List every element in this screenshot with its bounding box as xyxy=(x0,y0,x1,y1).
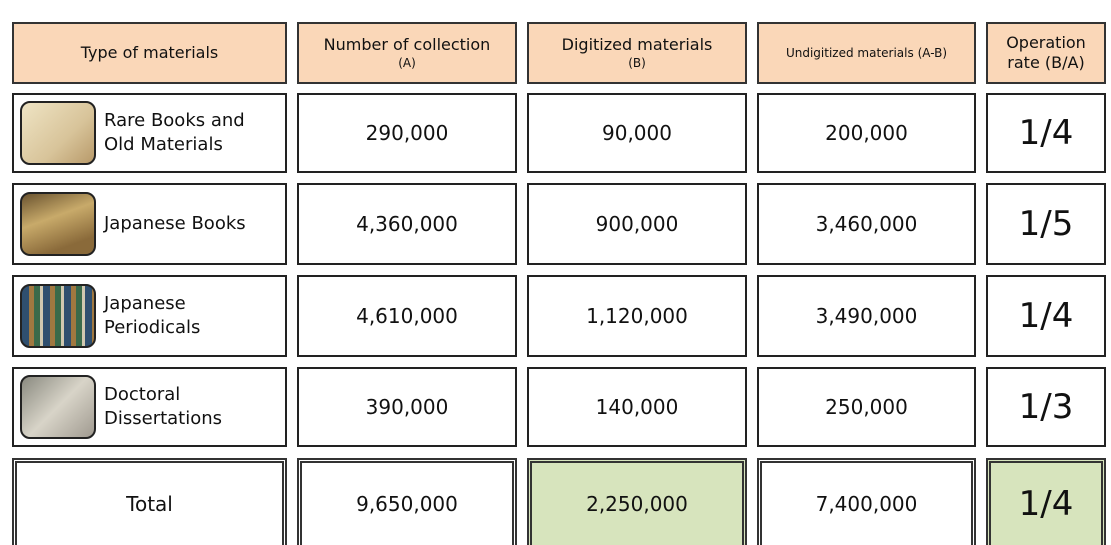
rate-cell: 1/3 xyxy=(986,367,1106,447)
total-cell: 1/4 xyxy=(986,458,1106,545)
total-value: 7,400,000 xyxy=(816,492,918,516)
rate-cell: 1/4 xyxy=(986,93,1106,173)
number-value: 1,120,000 xyxy=(586,304,688,328)
total-cell: Total xyxy=(12,458,287,545)
header-cell: Operation rate (B/A) xyxy=(986,22,1106,84)
number-value: 90,000 xyxy=(602,121,672,145)
header-note: (A) xyxy=(398,55,416,71)
thumbnail xyxy=(20,284,96,348)
number-cell: 1,120,000 xyxy=(527,275,747,357)
row-label-cell: Japanese Books xyxy=(12,183,287,265)
number-cell: 900,000 xyxy=(527,183,747,265)
total-value: 2,250,000 xyxy=(586,492,688,516)
header-note: (B) xyxy=(628,55,646,71)
number-value: 3,490,000 xyxy=(816,304,918,328)
row-label: Rare Books and Old Materials xyxy=(104,109,274,157)
header-cell: Undigitized materials (A-B) xyxy=(757,22,976,84)
number-cell: 4,360,000 xyxy=(297,183,517,265)
number-cell: 90,000 xyxy=(527,93,747,173)
total-cell: 9,650,000 xyxy=(297,458,517,545)
number-cell: 3,460,000 xyxy=(757,183,976,265)
number-cell: 250,000 xyxy=(757,367,976,447)
number-value: 3,460,000 xyxy=(816,212,918,236)
header-cell: Type of materials xyxy=(12,22,287,84)
total-value: 1/4 xyxy=(1019,484,1074,524)
row-label: Japanese Books xyxy=(104,212,274,236)
number-value: 200,000 xyxy=(825,121,908,145)
number-value: 900,000 xyxy=(596,212,679,236)
header-title: Number of collection xyxy=(324,35,491,55)
total-value: 9,650,000 xyxy=(356,492,458,516)
header-cell: Digitized materials(B) xyxy=(527,22,747,84)
total-cell: 2,250,000 xyxy=(527,458,747,545)
number-value: 140,000 xyxy=(596,395,679,419)
row-label: Doctoral Dissertations xyxy=(104,383,274,431)
number-value: 4,610,000 xyxy=(356,304,458,328)
header-title: Digitized materials xyxy=(562,35,713,55)
thumbnail xyxy=(20,375,96,439)
total-cell: 7,400,000 xyxy=(757,458,976,545)
total-value: Total xyxy=(126,492,173,516)
row-label-cell: Doctoral Dissertations xyxy=(12,367,287,447)
number-cell: 390,000 xyxy=(297,367,517,447)
row-label-cell: Japanese Periodicals xyxy=(12,275,287,357)
rate-value: 1/5 xyxy=(1019,204,1074,244)
rate-value: 1/4 xyxy=(1019,113,1074,153)
rate-cell: 1/5 xyxy=(986,183,1106,265)
number-value: 4,360,000 xyxy=(356,212,458,236)
table-page: Type of materials Number of collection(A)… xyxy=(0,0,1111,545)
rate-value: 1/4 xyxy=(1019,296,1074,336)
number-cell: 140,000 xyxy=(527,367,747,447)
row-label-cell: Rare Books and Old Materials xyxy=(12,93,287,173)
row-label: Japanese Periodicals xyxy=(104,292,274,340)
number-cell: 200,000 xyxy=(757,93,976,173)
header-cell: Number of collection(A) xyxy=(297,22,517,84)
thumbnail xyxy=(20,101,96,165)
header-title: Type of materials xyxy=(81,43,218,63)
rate-cell: 1/4 xyxy=(986,275,1106,357)
thumbnail xyxy=(20,192,96,256)
rate-value: 1/3 xyxy=(1019,387,1074,427)
number-value: 390,000 xyxy=(366,395,449,419)
number-cell: 4,610,000 xyxy=(297,275,517,357)
number-cell: 290,000 xyxy=(297,93,517,173)
number-value: 250,000 xyxy=(825,395,908,419)
number-cell: 3,490,000 xyxy=(757,275,976,357)
number-value: 290,000 xyxy=(366,121,449,145)
header-title: Operation rate (B/A) xyxy=(994,33,1098,73)
header-title: Undigitized materials (A-B) xyxy=(786,45,947,61)
